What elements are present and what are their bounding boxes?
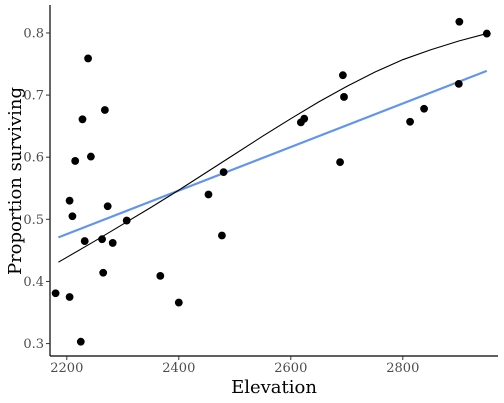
x-axis-ticks: 2200 2400 2600 2800 xyxy=(50,356,419,376)
y-tick-label: 0.8 xyxy=(23,26,44,41)
y-axis-title: Proportion surviving xyxy=(5,87,26,275)
data-point xyxy=(406,117,414,126)
data-point xyxy=(420,104,428,113)
data-point xyxy=(76,337,85,346)
x-tick-label: 2400 xyxy=(162,361,195,376)
y-tick-label: 0.4 xyxy=(23,275,44,290)
x-axis-title: Elevation xyxy=(231,377,317,398)
data-point xyxy=(80,237,89,245)
y-tick-label: 0.7 xyxy=(23,89,44,104)
data-point xyxy=(204,190,213,199)
data-point xyxy=(454,80,463,88)
data-point xyxy=(98,235,106,244)
data-point xyxy=(338,71,347,80)
x-tick-label: 2600 xyxy=(274,361,307,376)
linear-fit-line xyxy=(58,69,488,239)
data-point xyxy=(99,268,108,277)
data-point xyxy=(108,239,117,247)
data-point xyxy=(174,298,183,307)
data-points xyxy=(51,17,491,346)
data-point xyxy=(65,293,74,301)
fit-lines xyxy=(58,33,488,263)
data-point xyxy=(336,158,344,167)
data-point xyxy=(84,54,92,63)
x-tick-label: 2800 xyxy=(386,361,419,376)
data-point xyxy=(103,202,112,211)
data-point xyxy=(219,168,228,177)
data-point xyxy=(156,271,165,280)
y-tick-label: 0.5 xyxy=(23,213,44,228)
data-point xyxy=(86,152,95,161)
y-tick-label: 0.6 xyxy=(23,151,44,166)
data-point xyxy=(100,106,109,114)
y-tick-label: 0.3 xyxy=(23,337,44,352)
data-point xyxy=(65,196,74,205)
data-point xyxy=(218,231,226,240)
data-point xyxy=(51,289,60,298)
data-point xyxy=(68,212,77,221)
data-point xyxy=(482,29,491,38)
data-point xyxy=(71,157,80,165)
data-point xyxy=(455,17,464,26)
data-point xyxy=(300,114,309,123)
data-point xyxy=(78,115,87,124)
smooth-fit-line xyxy=(58,33,487,263)
data-point xyxy=(122,216,131,225)
data-point xyxy=(340,93,348,101)
x-tick-label: 2200 xyxy=(50,361,83,376)
y-axis-ticks: 0.3 0.4 0.5 0.6 0.7 0.8 xyxy=(23,26,50,352)
